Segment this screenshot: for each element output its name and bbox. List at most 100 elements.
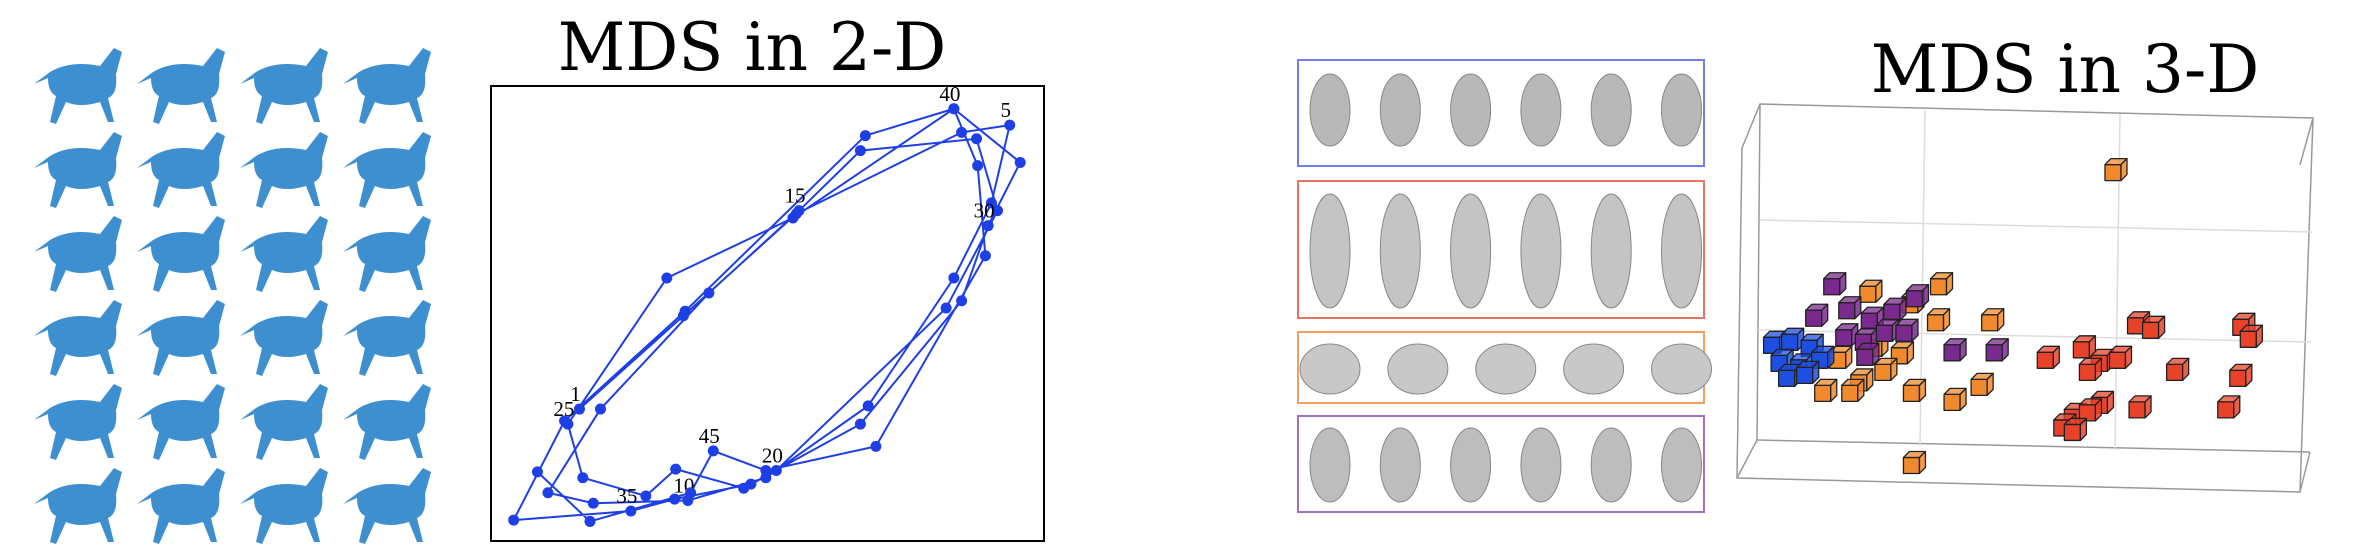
cube-face	[2001, 338, 2009, 362]
shape-thumb	[1661, 73, 1702, 147]
cube-face	[2144, 395, 2152, 419]
cube	[1841, 378, 1865, 403]
cube	[2072, 335, 2097, 359]
point	[982, 220, 994, 232]
cube	[1780, 327, 1805, 351]
point	[577, 472, 589, 484]
cube-face	[2141, 321, 2160, 339]
point-label: 15	[785, 184, 806, 208]
cube-face	[1921, 284, 1930, 308]
cube	[2165, 357, 2190, 382]
cube-face	[2104, 163, 2122, 182]
cube-face	[1902, 384, 1921, 403]
cube	[1985, 338, 2009, 362]
cube-face	[1845, 345, 1853, 369]
point	[745, 478, 757, 490]
shape-thumb	[1379, 193, 1421, 309]
cube	[1943, 338, 1967, 362]
point	[707, 445, 719, 457]
axes-box	[1736, 103, 2314, 493]
image-panel	[1297, 180, 1705, 319]
cube-face	[2094, 398, 2103, 422]
cube-face	[1906, 341, 1915, 365]
horse	[343, 384, 431, 460]
point	[559, 415, 571, 427]
cube-face	[2072, 341, 2091, 359]
horse	[34, 48, 122, 124]
point-label: 20	[762, 443, 783, 467]
cube-face	[1970, 378, 1988, 397]
point	[573, 403, 585, 415]
point	[956, 126, 968, 138]
cube-face	[1841, 384, 1859, 403]
point	[703, 287, 715, 299]
cube-face	[1838, 302, 1856, 320]
cube	[1902, 450, 1927, 475]
shape-thumb	[1450, 193, 1492, 309]
point	[679, 305, 691, 317]
shape-thumb	[1309, 73, 1351, 147]
horse	[240, 300, 328, 376]
cube-face	[1981, 314, 1999, 332]
image-panel	[1297, 415, 1705, 513]
point-label: 45	[699, 424, 720, 448]
shape-thumb	[1590, 193, 1632, 309]
cube	[1835, 323, 1859, 347]
cube	[1943, 387, 1967, 412]
shape-thumb	[1520, 73, 1562, 147]
cube-face	[2181, 357, 2190, 381]
cube-face	[1866, 368, 1874, 392]
horse	[34, 216, 122, 292]
point	[862, 400, 874, 412]
cube	[1805, 303, 1829, 327]
shape-thumb	[1520, 193, 1562, 309]
cube-face	[1926, 314, 1945, 332]
cube	[1814, 378, 1838, 403]
cube	[1895, 318, 1919, 342]
cube-face	[2157, 315, 2166, 339]
box-edge	[1756, 439, 2311, 453]
point	[1014, 156, 1026, 168]
shape-thumb	[1379, 73, 1421, 147]
cube	[1883, 297, 1907, 321]
point	[669, 493, 681, 505]
cube-face	[2229, 369, 2247, 388]
box-edge	[1736, 117, 2314, 493]
horse	[240, 384, 328, 460]
cube-face	[1812, 360, 1820, 385]
cube-face	[1986, 372, 1994, 397]
cube-face	[2255, 324, 2263, 348]
cube-face	[2063, 423, 2082, 442]
cube	[1875, 318, 1900, 342]
cube-face	[2078, 363, 2097, 382]
cube-face	[1857, 378, 1865, 403]
point	[661, 272, 673, 284]
cube	[1902, 378, 1927, 403]
cube	[1874, 357, 1898, 382]
cube-face	[1943, 344, 1961, 362]
cube-face	[1859, 285, 1877, 303]
box-edge	[1736, 439, 1758, 479]
cube-face	[1911, 318, 1919, 342]
cube	[1929, 272, 1954, 296]
cube-face	[2239, 330, 2257, 348]
shape-thumb	[1661, 193, 1702, 309]
cube-face	[2217, 401, 2235, 419]
cube-face	[2245, 363, 2253, 388]
cube-face	[2052, 345, 2060, 369]
image-panel	[1297, 59, 1705, 167]
cube	[1856, 342, 1880, 366]
cube-face	[1827, 345, 1835, 369]
cube-face	[1821, 303, 1829, 327]
cube	[1926, 308, 1951, 332]
point	[625, 505, 637, 517]
shape-thumb	[1590, 73, 1632, 147]
cube-face	[1780, 333, 1799, 351]
cube-face	[2124, 345, 2133, 369]
point	[542, 487, 554, 499]
point-label: 25	[553, 397, 574, 421]
cube-face	[2126, 317, 2145, 335]
cube-face	[1872, 342, 1880, 366]
cube-face	[2108, 351, 2127, 369]
cube-face	[1899, 297, 1907, 321]
